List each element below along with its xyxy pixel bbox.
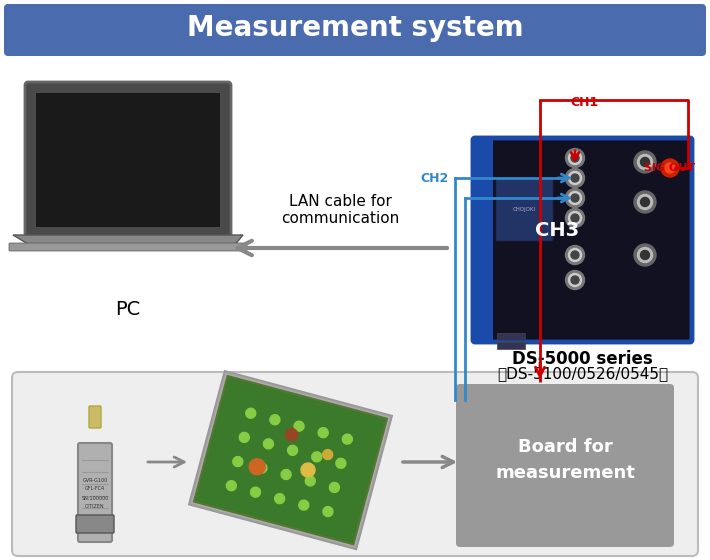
Circle shape — [638, 248, 652, 263]
Circle shape — [640, 250, 650, 259]
Text: LAN cable for
communication: LAN cable for communication — [281, 194, 399, 226]
Text: CH1: CH1 — [570, 96, 599, 109]
Circle shape — [569, 192, 581, 204]
Circle shape — [275, 493, 285, 503]
Circle shape — [249, 459, 265, 475]
FancyBboxPatch shape — [89, 406, 101, 428]
FancyBboxPatch shape — [497, 342, 525, 349]
Circle shape — [638, 194, 652, 209]
Circle shape — [569, 249, 581, 262]
Text: PC: PC — [115, 300, 141, 319]
Circle shape — [565, 189, 584, 208]
FancyBboxPatch shape — [496, 179, 553, 241]
Circle shape — [257, 463, 267, 473]
Circle shape — [569, 273, 581, 287]
Circle shape — [239, 432, 249, 442]
Text: （DS-5100/0526/0545）: （DS-5100/0526/0545） — [497, 366, 668, 381]
Circle shape — [634, 151, 656, 173]
Circle shape — [342, 434, 352, 444]
Circle shape — [251, 487, 261, 497]
Circle shape — [565, 245, 584, 264]
Circle shape — [634, 244, 656, 266]
Text: CHOJOKI: CHOJOKI — [513, 208, 535, 212]
Circle shape — [565, 270, 584, 290]
FancyBboxPatch shape — [497, 333, 525, 340]
Circle shape — [246, 408, 256, 418]
FancyBboxPatch shape — [12, 372, 698, 556]
Text: SIG OUT: SIG OUT — [644, 163, 695, 173]
Polygon shape — [13, 235, 243, 247]
Circle shape — [263, 439, 273, 449]
Circle shape — [281, 469, 291, 479]
Circle shape — [571, 154, 579, 162]
FancyBboxPatch shape — [456, 384, 674, 547]
Circle shape — [301, 463, 315, 477]
Circle shape — [565, 208, 584, 227]
FancyBboxPatch shape — [25, 82, 231, 238]
Circle shape — [571, 214, 579, 222]
Circle shape — [640, 198, 650, 207]
FancyBboxPatch shape — [36, 93, 220, 227]
Text: Board for
measurement: Board for measurement — [495, 438, 635, 482]
Circle shape — [318, 428, 328, 438]
Circle shape — [323, 507, 333, 516]
Circle shape — [294, 421, 304, 431]
Circle shape — [634, 191, 656, 213]
FancyBboxPatch shape — [9, 243, 247, 251]
Text: DS-5000 series: DS-5000 series — [512, 350, 653, 368]
Circle shape — [640, 157, 650, 166]
Circle shape — [571, 194, 579, 202]
Text: Measurement system: Measurement system — [187, 14, 523, 42]
Text: GFL-FC4: GFL-FC4 — [85, 487, 105, 492]
Circle shape — [288, 445, 297, 455]
Circle shape — [661, 159, 679, 177]
Text: GVR-G100: GVR-G100 — [82, 478, 108, 483]
Text: CITIZEN: CITIZEN — [85, 505, 105, 510]
Circle shape — [665, 163, 675, 173]
Circle shape — [322, 450, 333, 460]
Circle shape — [226, 480, 236, 491]
Circle shape — [638, 155, 652, 170]
Circle shape — [285, 428, 297, 441]
Circle shape — [233, 456, 243, 466]
Text: CH3: CH3 — [535, 221, 579, 240]
Circle shape — [329, 482, 339, 492]
Circle shape — [569, 152, 581, 165]
Circle shape — [305, 476, 315, 486]
Circle shape — [571, 174, 579, 182]
FancyBboxPatch shape — [475, 140, 493, 340]
FancyBboxPatch shape — [78, 443, 112, 542]
FancyBboxPatch shape — [76, 515, 114, 533]
Circle shape — [571, 251, 579, 259]
FancyBboxPatch shape — [493, 140, 690, 340]
Circle shape — [270, 415, 280, 424]
Text: CH2: CH2 — [421, 171, 449, 184]
FancyBboxPatch shape — [194, 376, 387, 544]
Circle shape — [571, 276, 579, 284]
Circle shape — [569, 171, 581, 184]
Circle shape — [569, 212, 581, 225]
Circle shape — [299, 500, 309, 510]
Circle shape — [565, 148, 584, 167]
Text: SN:100000: SN:100000 — [82, 496, 109, 501]
FancyBboxPatch shape — [189, 371, 392, 549]
Circle shape — [336, 458, 346, 468]
FancyBboxPatch shape — [4, 4, 706, 56]
Circle shape — [565, 169, 584, 188]
Circle shape — [312, 452, 322, 462]
